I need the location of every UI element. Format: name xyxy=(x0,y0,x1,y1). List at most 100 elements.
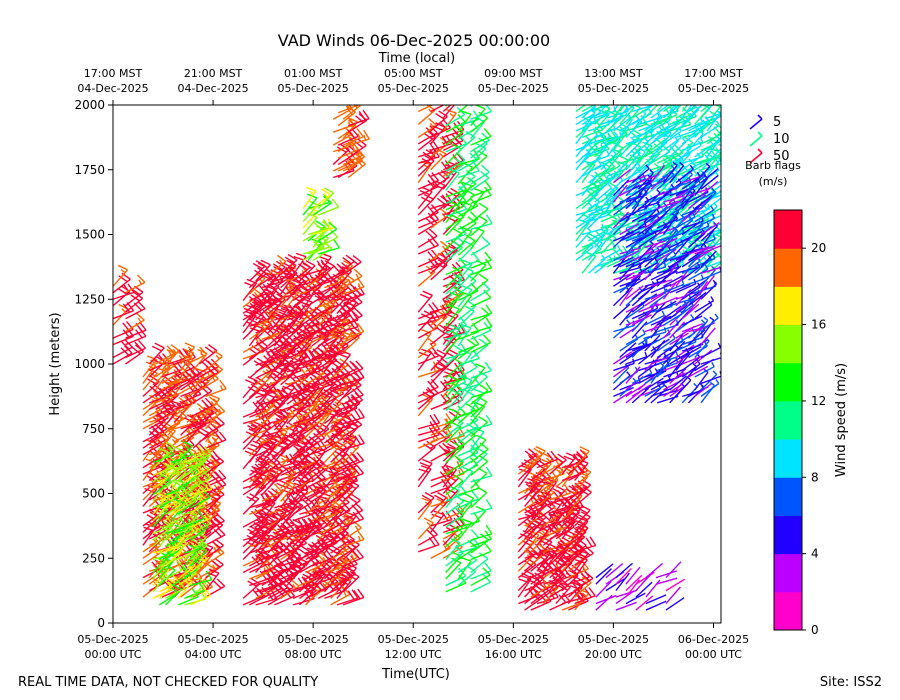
barb-night-strong-494-tick-1 xyxy=(318,255,330,261)
barb-evening-strong-37-staff xyxy=(148,528,170,540)
barb-morning-strong-47-staff xyxy=(417,105,434,113)
bottom-tick-label-date-5: 05-Dec-2025 xyxy=(578,633,649,646)
barb-evening-strong-238 xyxy=(192,348,208,371)
barb-evening-strong-161-tick-1 xyxy=(182,360,191,370)
barb-evening-strong-279-tick-1 xyxy=(214,471,223,481)
barb-evening-strong-287-tick-0 xyxy=(216,403,226,412)
bottom-tick-label-date-4: 05-Dec-2025 xyxy=(478,633,549,646)
barb-evening-strong-262-staff xyxy=(198,371,219,385)
barb-evening-strong-269-tick-1 xyxy=(211,540,221,549)
barb-evening-weaker-41-tick-0 xyxy=(175,540,185,548)
barb-evening-strong-268 xyxy=(205,545,225,566)
barb-evening-strong-28-staff xyxy=(142,372,158,391)
barb-morning-strong-53-tick-0 xyxy=(437,491,447,499)
barb-evening-strong-270-staff xyxy=(205,534,226,546)
barb-evening-strong-107 xyxy=(161,344,180,365)
bottom-tick-label-time-5: 20:00 UTC xyxy=(585,648,642,661)
barb-evening-strong-289 xyxy=(205,379,227,398)
barb-evening-strong-272-staff xyxy=(205,520,225,533)
barb-evening-strong-59-tick-1 xyxy=(151,345,162,352)
barb-morning-strong-25-tick-0 xyxy=(422,290,433,296)
barb-evening-strong-268-half xyxy=(217,550,222,556)
barb-early-strong-7-tick-0 xyxy=(127,283,135,293)
bottom-tick-label-date-0: 05-Dec-2025 xyxy=(77,633,148,646)
barb-evening-strong-190-tick-0 xyxy=(183,348,194,354)
barb-early-strong-8-staff xyxy=(113,278,131,294)
barb-evening-strong-18-tick-0 xyxy=(145,439,156,444)
barb-evening-strong-189-tick-0 xyxy=(183,354,194,360)
barb-evening-strong-288 xyxy=(205,394,221,417)
barb-evening-strong-28-half xyxy=(150,372,156,377)
top-tick-label-time-1: 21:00 MST xyxy=(184,67,243,80)
barb-evening-strong-267-tick-1 xyxy=(211,560,221,568)
barb-evening-strong-278-staff xyxy=(205,484,227,495)
barb-morning-strong-45-tick-0 xyxy=(428,118,438,126)
barb-evening-strong-289-tick-0 xyxy=(219,379,227,390)
barb-evening-strong-109-staff xyxy=(167,577,187,592)
barb-evening-strong-91-staff xyxy=(161,501,177,520)
barb-evening-strong-80-tick-1 xyxy=(161,379,171,387)
barb-evening-strong-259-tick-0 xyxy=(209,403,219,412)
barb-evening-strong-104-staff xyxy=(161,371,181,385)
top-tick-label-time-0: 17:00 MST xyxy=(84,67,143,80)
barb-early-strong-14-staff xyxy=(125,319,145,333)
barb-evening-strong-283-tick-1 xyxy=(215,432,223,442)
barb-evening-strong-282-tick-0 xyxy=(208,432,219,438)
barb-early-strong-6-tick-1 xyxy=(117,287,128,295)
barb-evening-strong-101-tick-0 xyxy=(165,381,176,387)
barb-evening-weaker-36 xyxy=(158,441,176,463)
barb-evening-strong-53-staff xyxy=(149,414,171,423)
barb-morning-strong-47-half xyxy=(432,99,434,104)
barb-early-strong-10-tick-1 xyxy=(131,346,141,355)
barb-morning-strong-0-staff xyxy=(418,544,440,553)
barb-evening-strong-191-half xyxy=(187,346,193,351)
barb-evening-strong-291 xyxy=(205,349,223,372)
barb-evening-strong-100-tick-1 xyxy=(166,391,176,399)
barb-early-strong-10-staff xyxy=(125,350,144,365)
barb-evening-weaker-36-half xyxy=(168,445,173,451)
barb-early-strong-18-staff xyxy=(125,281,146,294)
barb-evening-weaker-45-half xyxy=(178,513,182,519)
barb-morning-strong-25-staff xyxy=(417,294,433,313)
barb-early-strong-7-staff xyxy=(113,291,135,300)
barb-evening-strong-107-tick-0 xyxy=(170,344,180,352)
barb-evening-strong-77-tick-0 xyxy=(167,397,176,407)
barb-evening-strong-286-tick-0 xyxy=(210,407,221,414)
barb-evening-strong-283-staff xyxy=(205,439,227,449)
barb-evening-strong-188-staff xyxy=(180,373,201,385)
barb-early-strong-7 xyxy=(113,283,135,300)
barb-evening-strong-218-staff xyxy=(192,531,212,546)
barb-night-strong-617-half xyxy=(347,278,352,284)
barb-evening-strong-27-staff xyxy=(142,381,160,397)
barb-evening-weaker-37-tick-0 xyxy=(171,583,182,591)
barb-early-strong-15-tick-0 xyxy=(137,300,146,310)
bottom-tick-label-date-1: 05-Dec-2025 xyxy=(177,633,248,646)
barb-evening-strong-111-tick-1 xyxy=(179,563,186,573)
barb-evening-strong-184-half xyxy=(188,398,194,404)
barb-morning-strong-26 xyxy=(417,265,436,287)
barb-evening-strong-264 xyxy=(198,343,218,365)
barb-evening-strong-100-staff xyxy=(161,394,179,410)
barb-evening-strong-106-staff xyxy=(161,353,177,371)
barb-evening-strong-212-staff xyxy=(186,409,206,423)
top-tick-label-date-1: 04-Dec-2025 xyxy=(177,82,248,95)
barb-evening-strong-57-tick-1 xyxy=(152,358,163,366)
barb-evening-strong-59-staff xyxy=(148,347,165,365)
barb-evening-strong-242-tick-1 xyxy=(200,546,211,552)
barb-evening-weaker-41 xyxy=(165,540,185,561)
barb-evening-weaker-12-tick-0 xyxy=(156,492,167,498)
barb-evening-strong-283 xyxy=(205,431,227,449)
barb-evening-strong-276-tick-1 xyxy=(212,489,222,498)
barb-night-strong-627-half xyxy=(354,525,359,531)
barb-morning-strong-76-half xyxy=(441,245,446,251)
barb-evening-strong-281 xyxy=(205,454,225,475)
barb-night-strong-658-half xyxy=(357,283,361,289)
top-tick-label-time-4: 09:00 MST xyxy=(484,67,543,80)
barb-evening-strong-52-staff xyxy=(148,417,169,430)
barb-evening-strong-190-half xyxy=(186,352,192,357)
barb-morning-strong-30 xyxy=(417,228,438,249)
top-tick-label-date-4: 05-Dec-2025 xyxy=(478,82,549,95)
barb-early-strong-13-staff xyxy=(125,329,147,339)
bottom-tick-label-time-2: 08:00 UTC xyxy=(285,648,342,661)
